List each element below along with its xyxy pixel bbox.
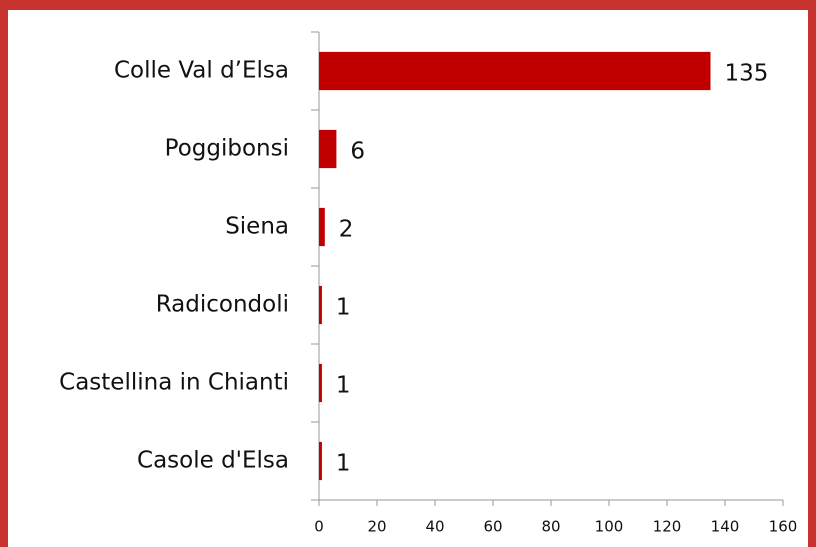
- x-tick-label: 40: [425, 518, 444, 536]
- data-label: 135: [725, 61, 769, 87]
- bar: [319, 441, 322, 481]
- y-tick-label: Colle Val d’Elsa: [114, 58, 289, 84]
- y-tick-label: Siena: [225, 214, 289, 240]
- y-tick-label: Castellina in Chianti: [59, 370, 289, 396]
- data-label: 1: [336, 295, 351, 321]
- x-tick-label: 100: [595, 518, 624, 536]
- frame-top: [0, 0, 816, 10]
- frame-right: [808, 0, 816, 547]
- y-tick-label: Casole d'Elsa: [137, 448, 289, 474]
- bar: [319, 363, 322, 403]
- y-tick-label: Radicondoli: [156, 292, 289, 318]
- bar: [319, 285, 322, 325]
- x-tick-label: 160: [769, 518, 798, 536]
- x-tick-label: 140: [711, 518, 740, 536]
- bar: [319, 51, 711, 91]
- x-tick-label: 60: [483, 518, 502, 536]
- bar: [319, 207, 325, 247]
- data-label: 1: [336, 451, 351, 477]
- x-tick-label: 0: [314, 518, 324, 536]
- bar: [319, 129, 337, 169]
- y-tick-label: Poggibonsi: [165, 136, 289, 162]
- x-tick-label: 80: [541, 518, 560, 536]
- data-label: 2: [339, 217, 354, 243]
- x-tick-label: 20: [367, 518, 386, 536]
- data-label: 6: [350, 139, 365, 165]
- data-label: 1: [336, 373, 351, 399]
- x-tick-label: 120: [653, 518, 682, 536]
- frame-left: [0, 0, 8, 547]
